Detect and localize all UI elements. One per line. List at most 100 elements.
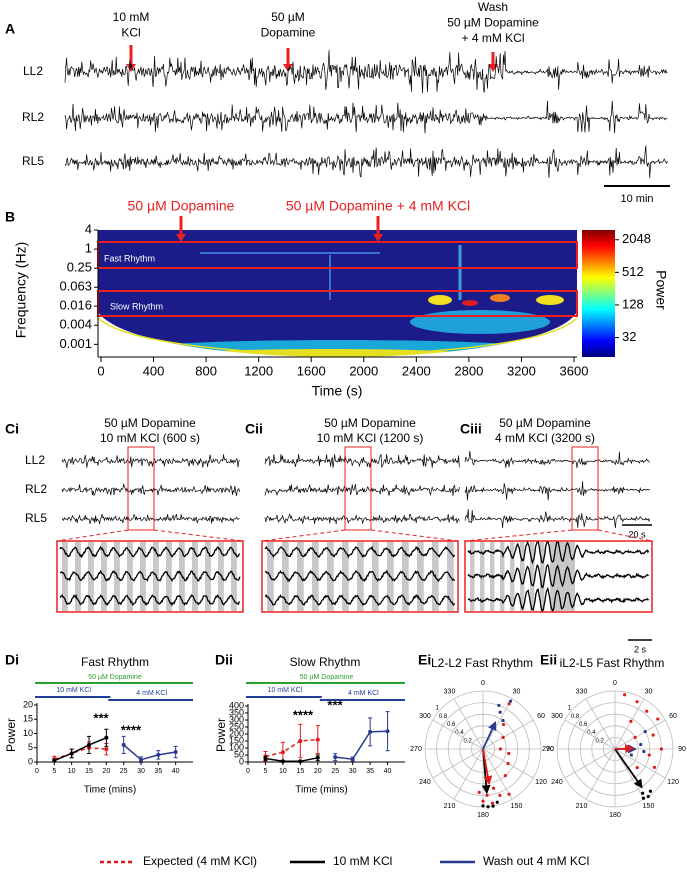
angular-grid [614, 748, 666, 779]
phase-point [506, 761, 510, 766]
colorbar-label: Power [653, 270, 669, 310]
r-tick-label: 0.2 [463, 738, 472, 744]
trace [61, 513, 240, 524]
y-tick-label: 0.016 [59, 298, 92, 313]
annotation: 50 µM Dopamine + 4 mM KCl [286, 198, 470, 214]
spectrogram-blob [410, 310, 550, 334]
mean-vector [614, 744, 635, 754]
zoom-trace [59, 545, 241, 559]
spectrogram-blob [462, 300, 478, 306]
phase-stripe [540, 542, 545, 611]
x-tick-label: 15 [296, 768, 304, 775]
angle-tick-label: 150 [511, 803, 523, 810]
phase-point [491, 804, 495, 808]
angle-tick-label: 270 [410, 746, 422, 753]
x-tick-label: 20 [314, 768, 322, 775]
phase-point [639, 742, 643, 747]
annotation: 10 mM [113, 10, 150, 24]
angular-grid [482, 748, 513, 800]
subpanel-title: 10 mM KCl (1200 s) [317, 431, 424, 445]
condition-label: 4 mM KCl [136, 690, 167, 697]
annotation: KCl [121, 26, 140, 40]
zoom-connector [370, 529, 459, 542]
trace-label: LL2 [25, 453, 45, 467]
phase-stripe [88, 542, 94, 611]
x-tick-label: 2400 [402, 363, 431, 378]
y-tick-label: 10 [23, 728, 33, 738]
condition-label: 50 µM Dopamine [300, 674, 354, 681]
x-tick-label: 10 [279, 768, 287, 775]
scale-bar-label: 20 s [628, 529, 646, 539]
data-point [139, 757, 143, 762]
phase-stripe [510, 542, 515, 611]
colorbar [582, 230, 615, 357]
condition-label: 10 mM KCl [268, 687, 303, 694]
zoom-box [56, 540, 244, 613]
angular-grid [585, 748, 616, 800]
phase-point [635, 766, 639, 770]
angular-grid [585, 698, 616, 750]
phase-point [501, 718, 505, 723]
x-axis-label: Time (mins) [295, 785, 347, 796]
angle-tick-label: 0 [481, 680, 485, 687]
significance: *** [93, 710, 109, 725]
phase-point [481, 799, 485, 803]
chart-title: iL2-L5 Fast Rhythm [560, 656, 665, 670]
cone-edge [98, 317, 577, 355]
zoom-connector [56, 529, 129, 542]
chart-title: L2-L2 Fast Rhythm [431, 656, 533, 670]
trace-label: LL2 [23, 64, 43, 78]
y-tick-label: 0.063 [59, 279, 92, 294]
r-tick-label: 0.4 [455, 730, 464, 736]
data-point [368, 729, 373, 734]
trace-label: RL2 [22, 110, 44, 124]
annotation: 50 µM Dopamine [447, 16, 539, 30]
trace [464, 481, 650, 501]
data-point [298, 759, 303, 764]
phase-point [642, 749, 646, 754]
panel-label: Cii [245, 421, 263, 437]
angle-tick-label: 330 [576, 689, 588, 696]
annotation: 50 µM Dopamine [128, 198, 235, 214]
y-tick-label: 300 [229, 714, 244, 724]
annotation: 50 µM [271, 10, 305, 24]
phase-point [507, 792, 511, 796]
r-tick-label: 0.6 [579, 722, 588, 728]
phase-point [659, 747, 664, 751]
angle-tick-label: 180 [477, 812, 489, 819]
angle-tick-label: 270 [542, 746, 554, 753]
trace-label: RL2 [25, 482, 47, 496]
series-line [123, 744, 176, 761]
series-line [265, 757, 318, 763]
r-tick-label: 0.8 [439, 714, 448, 720]
x-tick-label: 30 [349, 768, 357, 775]
trace [64, 100, 668, 134]
angle-tick-label: 210 [444, 803, 456, 810]
spectrogram-blob [536, 295, 564, 305]
angle-tick-label: 210 [576, 803, 588, 810]
r-tick-label: 0.2 [595, 738, 604, 744]
trace [464, 450, 651, 468]
phase-point [503, 774, 507, 778]
phase-point [641, 791, 645, 795]
zoom-trace [264, 569, 456, 583]
zoom-box [261, 540, 459, 613]
zoom-trace [467, 563, 650, 589]
phase-point [501, 722, 506, 727]
y-tick-label: 0 [28, 756, 33, 766]
angle-tick-label: 120 [667, 779, 679, 786]
x-tick-label: 25 [331, 768, 339, 775]
phase-point [490, 801, 495, 805]
y-tick-label: 200 [229, 728, 244, 738]
y-tick-label: 150 [229, 735, 244, 745]
chart-title: Slow Rhythm [290, 655, 361, 669]
scale-bar-label: 2 s [634, 644, 647, 654]
angle-tick-label: 120 [535, 779, 547, 786]
phase-point [507, 751, 511, 756]
panel-label: A [5, 21, 15, 37]
data-point [156, 752, 161, 757]
mean-vector [482, 748, 493, 786]
angle-tick-label: 90 [546, 746, 554, 753]
phase-point [633, 735, 637, 740]
data-point [52, 758, 57, 763]
